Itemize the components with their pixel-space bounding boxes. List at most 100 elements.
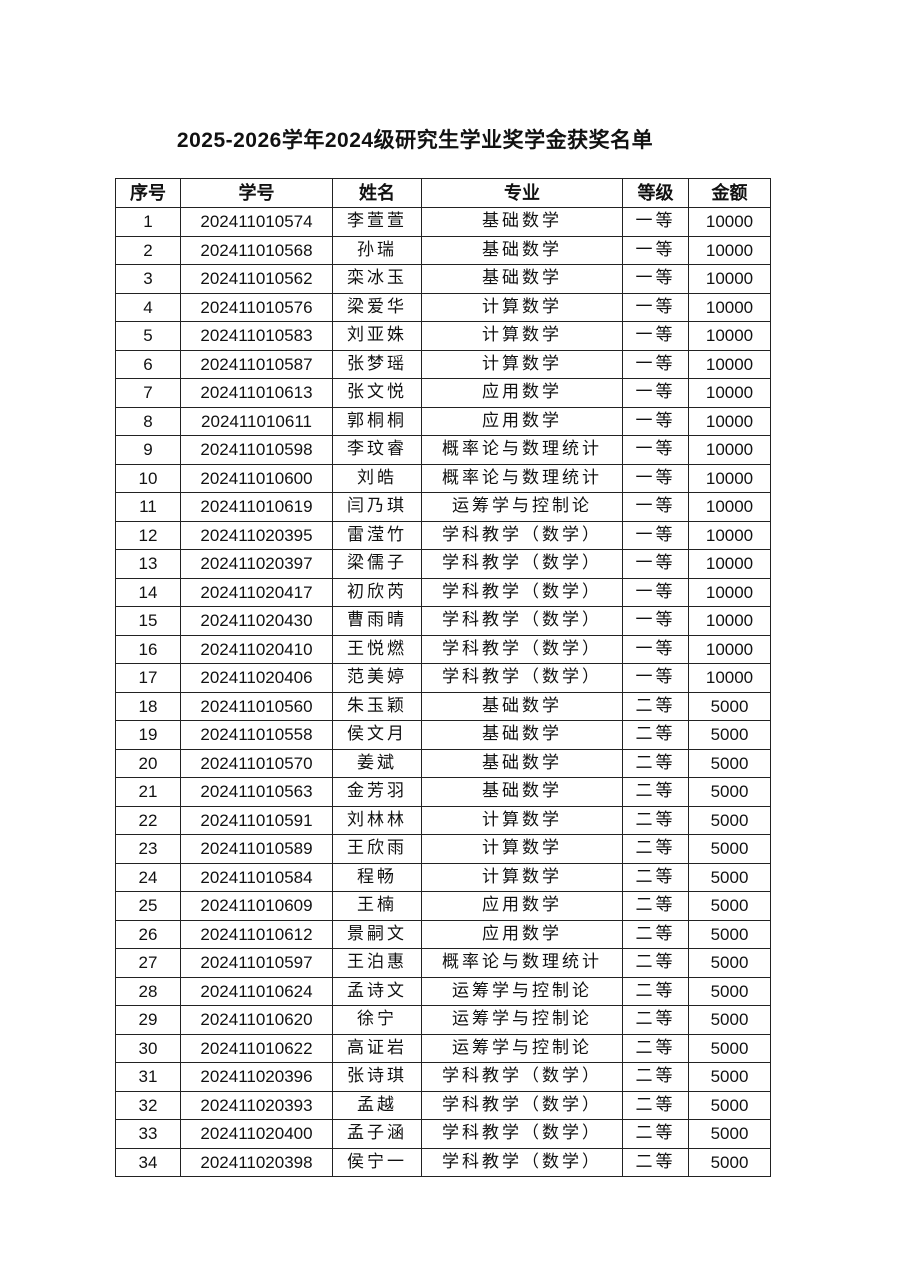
cell-level: 二等	[622, 777, 689, 807]
table-row: 10 202411010600 刘皓 概率论与数理统计 一等 10000	[115, 463, 771, 493]
table-row: 7 202411010613 张文悦 应用数学 一等 10000	[115, 378, 771, 408]
cell-amount: 10000	[688, 549, 771, 579]
cell-name: 侯宁一	[332, 1147, 422, 1177]
header-name: 姓名	[332, 178, 422, 208]
table-header-row: 序号 学号 姓名 专业 等级 金额	[115, 178, 771, 208]
cell-level: 一等	[622, 577, 689, 607]
cell-amount: 5000	[688, 1005, 771, 1035]
cell-major: 基础数学	[421, 691, 623, 721]
cell-major: 学科教学（数学）	[421, 1090, 623, 1120]
cell-level: 二等	[622, 976, 689, 1006]
cell-amount: 5000	[688, 976, 771, 1006]
cell-major: 基础数学	[421, 748, 623, 778]
cell-level: 一等	[622, 606, 689, 636]
cell-index: 17	[115, 663, 181, 693]
cell-level: 二等	[622, 1062, 689, 1092]
table-row: 3 202411010562 栾冰玉 基础数学 一等 10000	[115, 264, 771, 294]
cell-index: 6	[115, 349, 181, 379]
cell-amount: 5000	[688, 919, 771, 949]
cell-major: 学科教学（数学）	[421, 1119, 623, 1149]
cell-name: 孟越	[332, 1090, 422, 1120]
scholarship-table: 序号 学号 姓名 专业 等级 金额 1 202411010574 李萱萱 基础数学 一等…	[115, 178, 771, 1177]
cell-level: 一等	[622, 549, 689, 579]
cell-major: 应用数学	[421, 378, 623, 408]
cell-student-id: 202411010612	[180, 919, 333, 949]
cell-level: 一等	[622, 235, 689, 265]
cell-level: 一等	[622, 663, 689, 693]
cell-name: 张文悦	[332, 378, 422, 408]
cell-major: 基础数学	[421, 777, 623, 807]
cell-index: 22	[115, 805, 181, 835]
cell-level: 二等	[622, 891, 689, 921]
table-row: 25 202411010609 王楠 应用数学 二等 5000	[115, 891, 771, 921]
cell-level: 一等	[622, 463, 689, 493]
cell-name: 孙瑞	[332, 235, 422, 265]
cell-student-id: 202411010562	[180, 264, 333, 294]
cell-index: 25	[115, 891, 181, 921]
table-row: 30 202411010622 高证岩 运筹学与控制论 二等 5000	[115, 1033, 771, 1063]
cell-name: 高证岩	[332, 1033, 422, 1063]
cell-index: 16	[115, 634, 181, 664]
table-row: 12 202411020395 雷滢竹 学科教学（数学） 一等 10000	[115, 520, 771, 550]
cell-amount: 10000	[688, 406, 771, 436]
cell-student-id: 202411010558	[180, 720, 333, 750]
cell-major: 基础数学	[421, 264, 623, 294]
cell-index: 12	[115, 520, 181, 550]
table-row: 15 202411020430 曹雨晴 学科教学（数学） 一等 10000	[115, 606, 771, 636]
header-major: 专业	[421, 178, 623, 208]
cell-level: 一等	[622, 378, 689, 408]
cell-major: 学科教学（数学）	[421, 634, 623, 664]
cell-index: 5	[115, 321, 181, 351]
cell-student-id: 202411010574	[180, 207, 333, 237]
cell-major: 应用数学	[421, 919, 623, 949]
cell-index: 18	[115, 691, 181, 721]
table-row: 33 202411020400 孟子涵 学科教学（数学） 二等 5000	[115, 1119, 771, 1149]
cell-major: 计算数学	[421, 805, 623, 835]
table-row: 24 202411010584 程畅 计算数学 二等 5000	[115, 862, 771, 892]
cell-student-id: 202411010622	[180, 1033, 333, 1063]
cell-index: 3	[115, 264, 181, 294]
cell-name: 栾冰玉	[332, 264, 422, 294]
table-row: 19 202411010558 侯文月 基础数学 二等 5000	[115, 720, 771, 750]
table-row: 21 202411010563 金芳羽 基础数学 二等 5000	[115, 777, 771, 807]
cell-major: 学科教学（数学）	[421, 549, 623, 579]
cell-student-id: 202411010583	[180, 321, 333, 351]
cell-name: 刘皓	[332, 463, 422, 493]
cell-amount: 10000	[688, 520, 771, 550]
cell-level: 二等	[622, 805, 689, 835]
cell-student-id: 202411010609	[180, 891, 333, 921]
table-row: 17 202411020406 范美婷 学科教学（数学） 一等 10000	[115, 663, 771, 693]
cell-level: 二等	[622, 1033, 689, 1063]
table-row: 31 202411020396 张诗琪 学科教学（数学） 二等 5000	[115, 1062, 771, 1092]
cell-major: 运筹学与控制论	[421, 1005, 623, 1035]
cell-student-id: 202411010587	[180, 349, 333, 379]
cell-index: 23	[115, 834, 181, 864]
cell-amount: 5000	[688, 834, 771, 864]
cell-major: 学科教学（数学）	[421, 520, 623, 550]
cell-index: 20	[115, 748, 181, 778]
cell-amount: 5000	[688, 691, 771, 721]
cell-level: 一等	[622, 292, 689, 322]
cell-name: 张梦瑶	[332, 349, 422, 379]
cell-index: 19	[115, 720, 181, 750]
cell-index: 34	[115, 1147, 181, 1177]
header-student-id: 学号	[180, 178, 333, 208]
cell-major: 运筹学与控制论	[421, 1033, 623, 1063]
cell-student-id: 202411010619	[180, 492, 333, 522]
cell-amount: 5000	[688, 862, 771, 892]
cell-major: 运筹学与控制论	[421, 976, 623, 1006]
cell-index: 11	[115, 492, 181, 522]
cell-name: 闫乃琪	[332, 492, 422, 522]
cell-amount: 10000	[688, 349, 771, 379]
table-row: 29 202411010620 徐宁 运筹学与控制论 二等 5000	[115, 1005, 771, 1035]
cell-name: 张诗琪	[332, 1062, 422, 1092]
cell-major: 学科教学（数学）	[421, 606, 623, 636]
cell-index: 10	[115, 463, 181, 493]
cell-major: 应用数学	[421, 891, 623, 921]
cell-student-id: 202411010584	[180, 862, 333, 892]
cell-name: 侯文月	[332, 720, 422, 750]
cell-level: 一等	[622, 207, 689, 237]
cell-amount: 10000	[688, 435, 771, 465]
cell-level: 二等	[622, 1119, 689, 1149]
header-index: 序号	[115, 178, 181, 208]
